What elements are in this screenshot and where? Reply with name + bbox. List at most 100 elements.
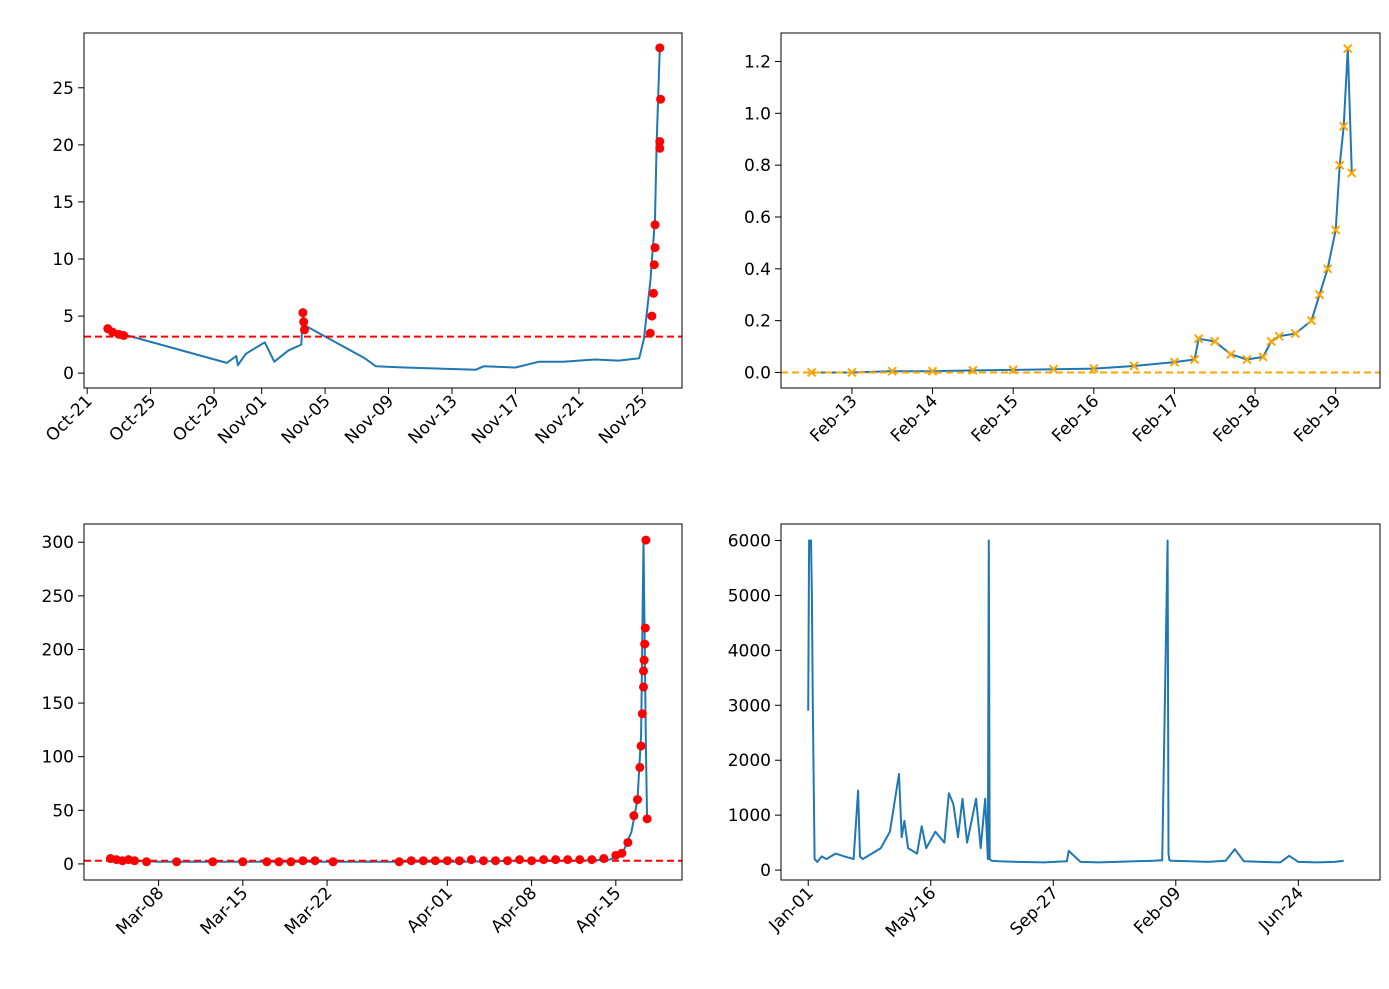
chart-panel-4: 0 1000 2000 3000 4000 5000 6000 Jan-01 May-16 Sep… [728,523,1381,942]
anomaly-point [638,666,648,676]
anomaly-point [640,639,650,649]
anomaly-point [551,855,561,865]
anomaly-point [636,741,646,751]
x-tick-label: Jun-24 [1255,883,1308,936]
axes-frame [83,32,683,389]
anomaly-point [527,856,537,866]
x-marker-point [1322,264,1333,274]
anomaly-point [638,682,648,692]
x-tick-label: Nov-17 [468,391,525,448]
anomaly-point [650,220,660,230]
anomaly-point [639,655,649,665]
x-marker-point [1266,336,1276,347]
x-tick-label: Nov-01 [214,391,271,448]
x-marker-point [1129,361,1139,371]
x-marker-point [1274,331,1284,341]
chart-panel-2: 0.0 0.2 0.4 0.6 0.8 1.0 1.2 Feb-13 Feb-14 Feb-15 F… [744,32,1381,446]
y-tick-label: 100 [42,748,74,768]
x-tick-label: Feb-14 [887,391,942,446]
y-tick-label: 200 [42,640,74,660]
y-tick-label: 20 [52,136,74,156]
anomaly-point [648,288,658,298]
x-marker-point [927,366,938,376]
x-tick-label: Feb-18 [1210,391,1265,446]
x-marker-point [1169,357,1180,367]
anomaly-point [142,857,152,867]
anomaly-point [430,856,440,866]
axes-frame [780,523,1381,881]
x-marker-point [1339,121,1349,131]
x-marker-point [1290,328,1301,339]
anomaly-point [298,856,308,866]
anomaly-point [406,856,416,866]
x-marker-point [1330,225,1341,235]
anomaly-point [563,855,573,865]
x-marker-point [1242,354,1252,365]
x-tick-label: Oct-29 [169,391,224,446]
x-tick-label: Apr-15 [572,883,626,937]
anomaly-point [299,325,309,335]
y-tick-label: 150 [42,694,74,714]
x-marker-point [1210,336,1220,347]
x-tick-label: Mar-22 [281,883,337,939]
y-tick-label: 10 [52,250,74,270]
y-tick-label: 300 [42,533,74,553]
x-tick-label: Feb-17 [1129,391,1184,446]
x-marker-point [1189,354,1200,365]
x-tick-label: Mar-08 [112,883,168,939]
y-tick-label: 15 [52,193,74,213]
x-marker-point [1334,160,1345,170]
anomaly-point [418,856,428,866]
anomaly-point [394,857,404,867]
y-tick-label: 1.0 [744,104,771,124]
anomaly-point [575,855,585,865]
y-tick-label: 0 [760,861,771,881]
plot-area [807,539,1344,864]
x-tick-label: Nov-05 [278,391,335,448]
anomaly-point [286,857,296,867]
x-tick-label: Feb-16 [1048,391,1103,446]
y-tick-label: 4000 [728,641,771,661]
x-tick-label: May-16 [882,883,940,941]
anomaly-point [539,855,549,865]
chart-panel-3: 0 50 100 150 200 250 300 Mar-08 Mar-15 Mar-22 Apr-… [42,523,683,939]
x-tick-label: Oct-21 [42,391,97,446]
anomaly-point [641,535,651,545]
y-tick-label: 2000 [728,751,771,771]
x-tick-label: Feb-13 [806,391,861,446]
axes-frame [83,523,683,881]
anomaly-point [629,811,639,821]
x-tick-label: Nov-09 [341,391,398,448]
anomaly-point [515,855,525,865]
anomaly-point [635,762,645,772]
x-tick-label: Jan-01 [765,883,818,936]
y-tick-label: 250 [42,587,74,607]
anomaly-point [642,814,652,824]
anomaly-point [299,317,309,327]
series-line-quantization_error [811,47,1353,374]
y-tick-label: 5 [63,307,74,327]
anomaly-point [655,143,665,153]
y-tick-label: 50 [52,801,74,821]
y-tick-label: 5000 [728,586,771,606]
anomaly-point [328,857,338,867]
anomaly-point [599,854,609,864]
x-tick-label: Sep-27 [1006,883,1062,939]
y-tick-label: 6000 [728,531,771,551]
x-tick-label: Mar-15 [197,883,253,939]
x-marker-point [1226,349,1236,360]
axes-frame [780,32,1381,389]
anomaly-point [466,855,476,865]
plot-area [781,43,1380,378]
anomaly-point [656,94,666,104]
y-tick-label: 1.2 [744,53,771,73]
series-line-quantization_error [110,539,649,863]
x-tick-label: Feb-09 [1130,883,1185,938]
x-marker-point [1314,290,1325,300]
anomaly-point [655,136,665,146]
x-marker-point [1193,334,1204,344]
y-tick-label: 1000 [728,806,771,826]
y-tick-label: 3000 [728,696,771,716]
anomaly-point [623,837,633,847]
